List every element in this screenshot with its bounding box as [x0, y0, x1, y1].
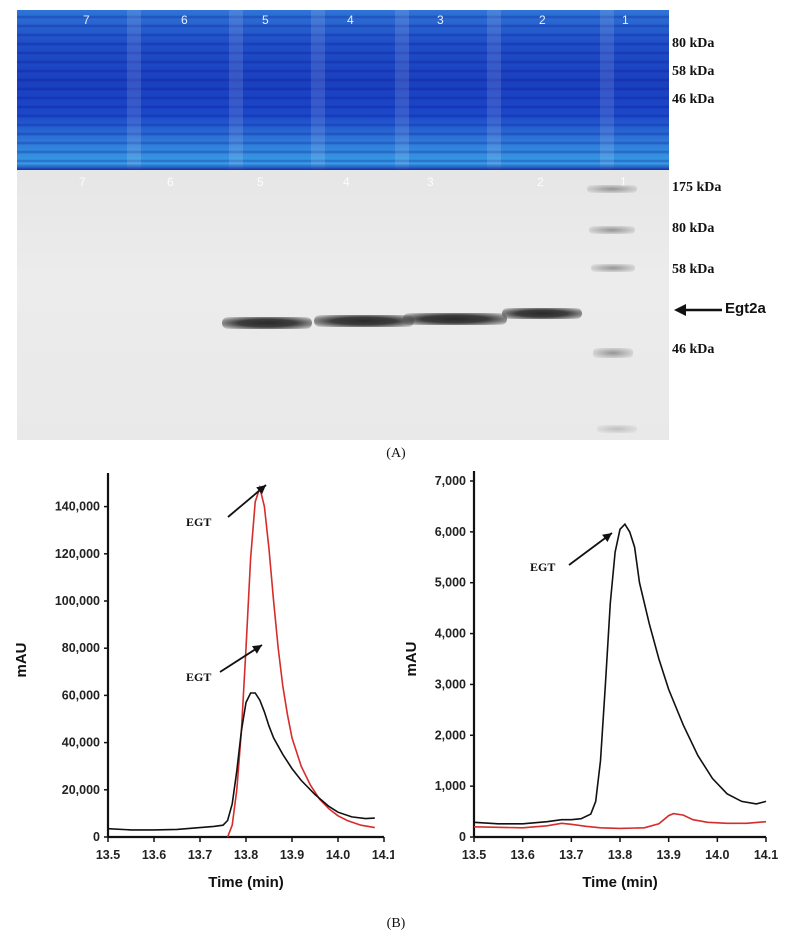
x-tick-label: 14.0: [705, 848, 729, 862]
y-axis-title: mAU: [13, 642, 30, 677]
ladder-band-80: [589, 226, 635, 234]
y-tick-label: 1,000: [435, 779, 466, 793]
western-marker-175: 175 kDa: [672, 180, 722, 195]
western-lane-7: 7: [79, 175, 86, 189]
egt2a-band-lane-4: [314, 315, 414, 327]
y-tick-label: 100,000: [55, 594, 100, 608]
x-tick-label: 13.8: [234, 848, 258, 862]
western-lane-4: 4: [343, 175, 350, 189]
egt-annotation-red-label: EGT: [186, 515, 211, 529]
x-tick-label: 13.5: [96, 848, 120, 862]
western-marker-46: 46 kDa: [672, 342, 715, 357]
y-tick-label: 20,000: [62, 783, 100, 797]
coomassie-lane-1: 1: [622, 13, 629, 27]
egt-annotation-black-arrowhead: [252, 645, 262, 654]
y-tick-label: 60,000: [62, 688, 100, 702]
x-tick-label: 13.7: [188, 848, 212, 862]
egt-annotation-right-label: EGT: [530, 560, 555, 574]
x-tick-label: 13.5: [462, 848, 486, 862]
coomassie-marker-46: 46 kDa: [672, 92, 715, 107]
x-tick-label: 14.1: [754, 848, 778, 862]
x-tick-label: 14.1: [372, 848, 394, 862]
x-tick-label: 13.6: [510, 848, 534, 862]
y-tick-label: 6,000: [435, 525, 466, 539]
ladder-band-58: [591, 264, 635, 272]
ladder-band-low: [597, 425, 637, 433]
coomassie-lane-4: 4: [347, 13, 354, 27]
egt-annotation-black-label: EGT: [186, 670, 211, 684]
western-marker-80: 80 kDa: [672, 221, 715, 236]
ladder-band-175: [587, 185, 637, 193]
chromatogram-left: 0 20,000 40,000 60,000 80,000 100,000 120,000 1…: [13, 473, 394, 891]
egt2a-band-lane-3: [403, 313, 507, 325]
y-tick-label: 2,000: [435, 728, 466, 742]
y-tick-label: 120,000: [55, 547, 100, 561]
series-line-0: [226, 484, 375, 838]
y-tick-label: 5,000: [435, 576, 466, 590]
series-line-0: [473, 522, 767, 825]
y-tick-label: 80,000: [62, 641, 100, 655]
western-lane-5: 5: [257, 175, 264, 189]
western-lane-3: 3: [427, 175, 434, 189]
x-tick-label: 13.9: [280, 848, 304, 862]
y-axis-title: mAU: [403, 641, 420, 676]
y-tick-label: 0: [93, 830, 100, 844]
x-tick-label: 14.0: [326, 848, 350, 862]
y-tick-label: 0: [459, 830, 466, 844]
x-axis-title: Time (min): [208, 874, 284, 891]
x-tick-label: 13.6: [142, 848, 166, 862]
x-axis-title: Time (min): [582, 874, 658, 891]
y-tick-label: 140,000: [55, 500, 100, 514]
ladder-band-46: [593, 348, 633, 358]
egt2a-band-lane-5: [222, 317, 312, 329]
chromatogram-right: 0 1,000 2,000 3,000 4,000 5,000 6,000 7,000 13.5…: [403, 471, 778, 891]
coomassie-marker-58: 58 kDa: [672, 64, 715, 79]
egt-annotation-right-arrowhead: [602, 533, 612, 542]
coomassie-lane-6: 6: [181, 13, 188, 27]
coomassie-lane-2: 2: [539, 13, 546, 27]
egt2a-label: Egt2a: [725, 300, 766, 317]
y-tick-label: 7,000: [435, 474, 466, 488]
western-marker-58: 58 kDa: [672, 262, 715, 277]
panel-b-label: (B): [386, 916, 406, 931]
egt-annotation-red-arrowhead: [256, 485, 266, 495]
coomassie-lane-5: 5: [262, 13, 269, 27]
coomassie-lane-7: 7: [83, 13, 90, 27]
coomassie-marker-80: 80 kDa: [672, 36, 715, 51]
western-lane-2: 2: [537, 175, 544, 189]
coomassie-gel: 7 6 5 4 3 2 1: [17, 10, 669, 170]
y-tick-label: 40,000: [62, 736, 100, 750]
x-tick-label: 13.9: [656, 848, 680, 862]
y-tick-label: 4,000: [435, 627, 466, 641]
western-lane-6: 6: [167, 175, 174, 189]
panel-a-label: (A): [386, 446, 406, 461]
series-line-1: [473, 812, 767, 830]
x-tick-label: 13.8: [608, 848, 632, 862]
coomassie-lane-3: 3: [437, 13, 444, 27]
egt2a-band-lane-2: [502, 308, 582, 319]
egt2a-arrow-icon: [674, 304, 722, 316]
y-tick-label: 3,000: [435, 677, 466, 691]
x-tick-label: 13.7: [559, 848, 583, 862]
western-blot: 7 6 5 4 3 2 1: [17, 170, 669, 440]
series-line-1: [107, 692, 375, 831]
western-lane-1: 1: [620, 175, 627, 189]
